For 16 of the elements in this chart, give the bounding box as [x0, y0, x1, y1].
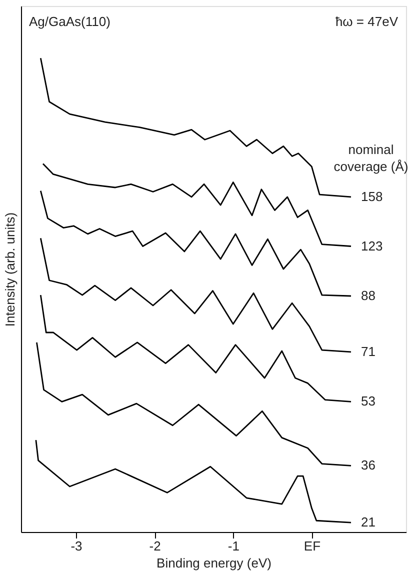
y-axis-title: Intensity (arb. units): [2, 212, 18, 327]
series-label: 36: [361, 458, 376, 473]
legend-title: nominal coverage (Å): [334, 142, 408, 174]
series-label: 71: [361, 344, 376, 359]
x-tick-label: -2: [149, 538, 161, 554]
series-label: 53: [361, 394, 376, 409]
text: Ag/GaAs(110): [29, 14, 110, 29]
x-axis-title: Binding energy (eV): [156, 556, 272, 570]
series-label: 21: [361, 514, 376, 530]
series-label: 123: [361, 238, 383, 254]
text: ħω = 47eV: [335, 14, 398, 29]
series-label: 88: [361, 288, 376, 304]
series-label: 158: [361, 188, 383, 204]
x-tick-label: -3: [70, 538, 82, 554]
x-tick-label: -1: [228, 538, 240, 554]
x-tick-label: EF: [304, 538, 321, 554]
